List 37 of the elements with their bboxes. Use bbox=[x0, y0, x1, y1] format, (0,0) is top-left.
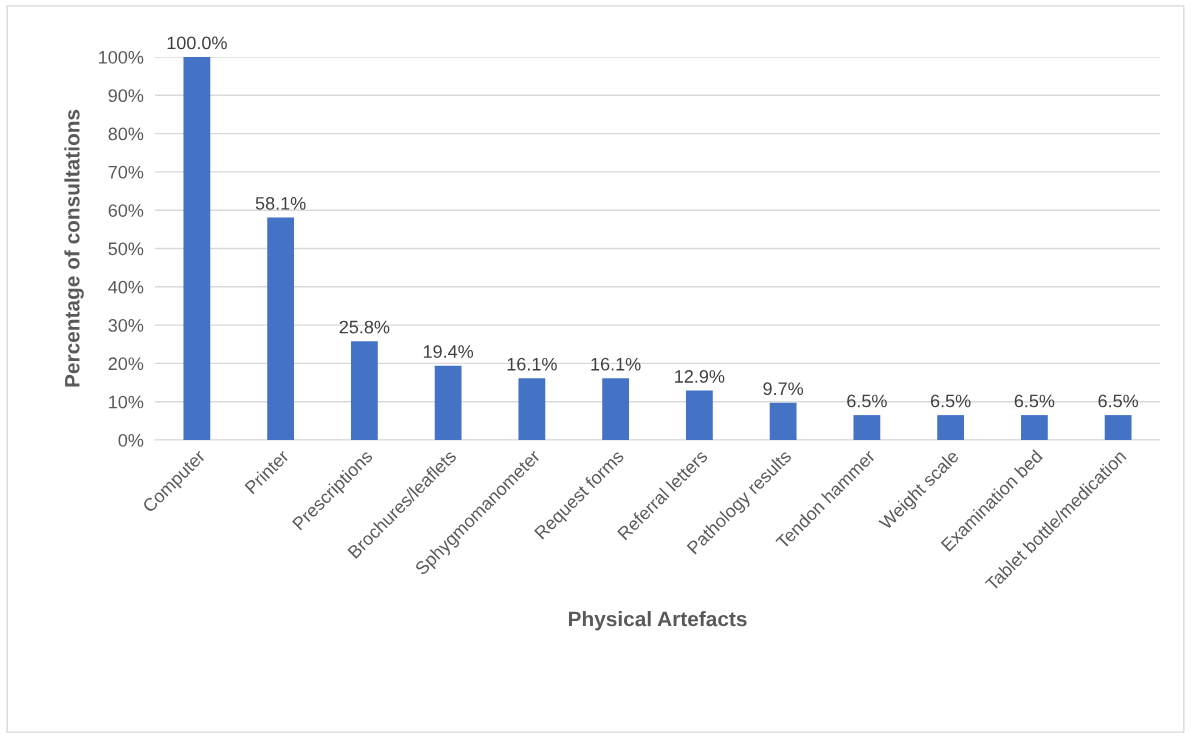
data-label: 6.5% bbox=[930, 394, 971, 408]
bar bbox=[853, 415, 881, 440]
data-label: 58.1% bbox=[255, 196, 306, 210]
y-axis-title: Percentage of consultations bbox=[64, 109, 84, 387]
bar bbox=[518, 378, 546, 440]
bar bbox=[602, 378, 630, 440]
y-tick-label: 10% bbox=[109, 395, 144, 409]
bar bbox=[937, 415, 965, 440]
y-tick-label: 80% bbox=[108, 127, 144, 141]
data-label: 25.8% bbox=[339, 320, 390, 334]
data-label: 100.0% bbox=[167, 36, 227, 50]
data-label: 12.9% bbox=[675, 370, 725, 383]
data-label: 6.5% bbox=[847, 394, 887, 408]
bar bbox=[1104, 415, 1132, 440]
bar bbox=[1020, 415, 1048, 440]
data-label: 16.1% bbox=[507, 357, 557, 371]
bar bbox=[350, 341, 378, 440]
y-tick-label: 70% bbox=[108, 165, 144, 179]
y-tick-label: 0% bbox=[118, 433, 144, 447]
y-tick-label: 40% bbox=[108, 280, 144, 294]
bar bbox=[183, 57, 211, 440]
x-axis-title: Physical Artefacts bbox=[568, 611, 747, 631]
y-tick-label: 30% bbox=[108, 319, 144, 332]
y-tick-label: 100% bbox=[99, 50, 144, 64]
bar bbox=[685, 390, 713, 440]
y-tick-label: 20% bbox=[108, 357, 144, 371]
data-label: 16.1% bbox=[591, 357, 641, 371]
data-label: 6.5% bbox=[1098, 394, 1139, 408]
data-label: 19.4% bbox=[423, 345, 474, 358]
y-tick-label: 50% bbox=[108, 242, 144, 256]
y-tick-label: 60% bbox=[108, 204, 144, 217]
data-label: 6.5% bbox=[1014, 394, 1055, 408]
bar bbox=[769, 402, 797, 440]
data-label: 9.7% bbox=[763, 382, 804, 396]
bar bbox=[434, 365, 462, 440]
bar bbox=[267, 217, 295, 440]
y-tick-label: 90% bbox=[108, 89, 144, 103]
